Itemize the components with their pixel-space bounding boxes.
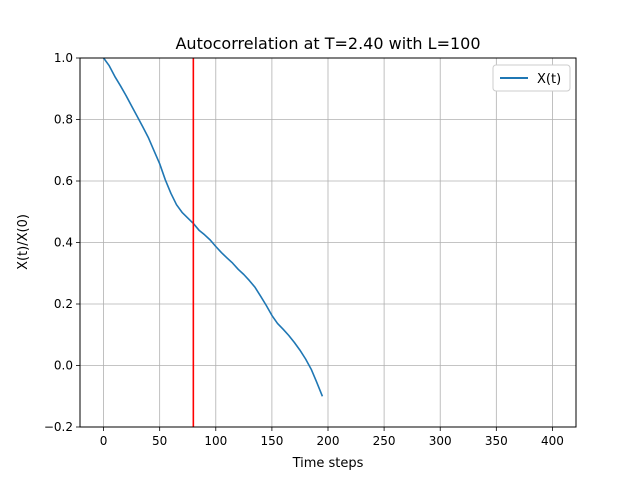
x-tick-label: 0: [100, 434, 108, 448]
x-tick-label: 250: [373, 434, 396, 448]
x-tick-label: 400: [541, 434, 564, 448]
legend: X(t): [492, 64, 571, 92]
y-tick-label: 0.4: [54, 236, 73, 250]
x-tick-label: 200: [317, 434, 340, 448]
legend-label-x-t: X(t): [537, 72, 561, 87]
x-tick-label: 50: [152, 434, 167, 448]
x-tick-label: 350: [485, 434, 508, 448]
y-tick-label: 0.8: [54, 113, 73, 127]
x-axis-ticks: 0 50 100 150 200 250 300 350 400: [100, 427, 564, 448]
chart-title: Autocorrelation at T=2.40 with L=100: [175, 34, 480, 53]
y-axis-ticks: −0.2 0.0 0.2 0.4 0.6 0.8 1.0: [44, 51, 80, 434]
legend-box: [492, 64, 571, 92]
y-tick-label: 0.0: [54, 359, 73, 373]
y-axis-label: X(t)/X(0): [16, 214, 31, 270]
y-tick-label: 0.6: [54, 174, 73, 188]
y-tick-label: 1.0: [54, 51, 73, 65]
x-tick-label: 300: [429, 434, 452, 448]
y-tick-label: −0.2: [44, 420, 73, 434]
x-tick-label: 100: [204, 434, 227, 448]
series-line-x-t: [102, 58, 324, 397]
x-tick-label: 150: [260, 434, 283, 448]
series-layer: [102, 58, 324, 397]
x-axis-label: Time steps: [292, 456, 364, 471]
y-tick-label: 0.2: [54, 297, 73, 311]
